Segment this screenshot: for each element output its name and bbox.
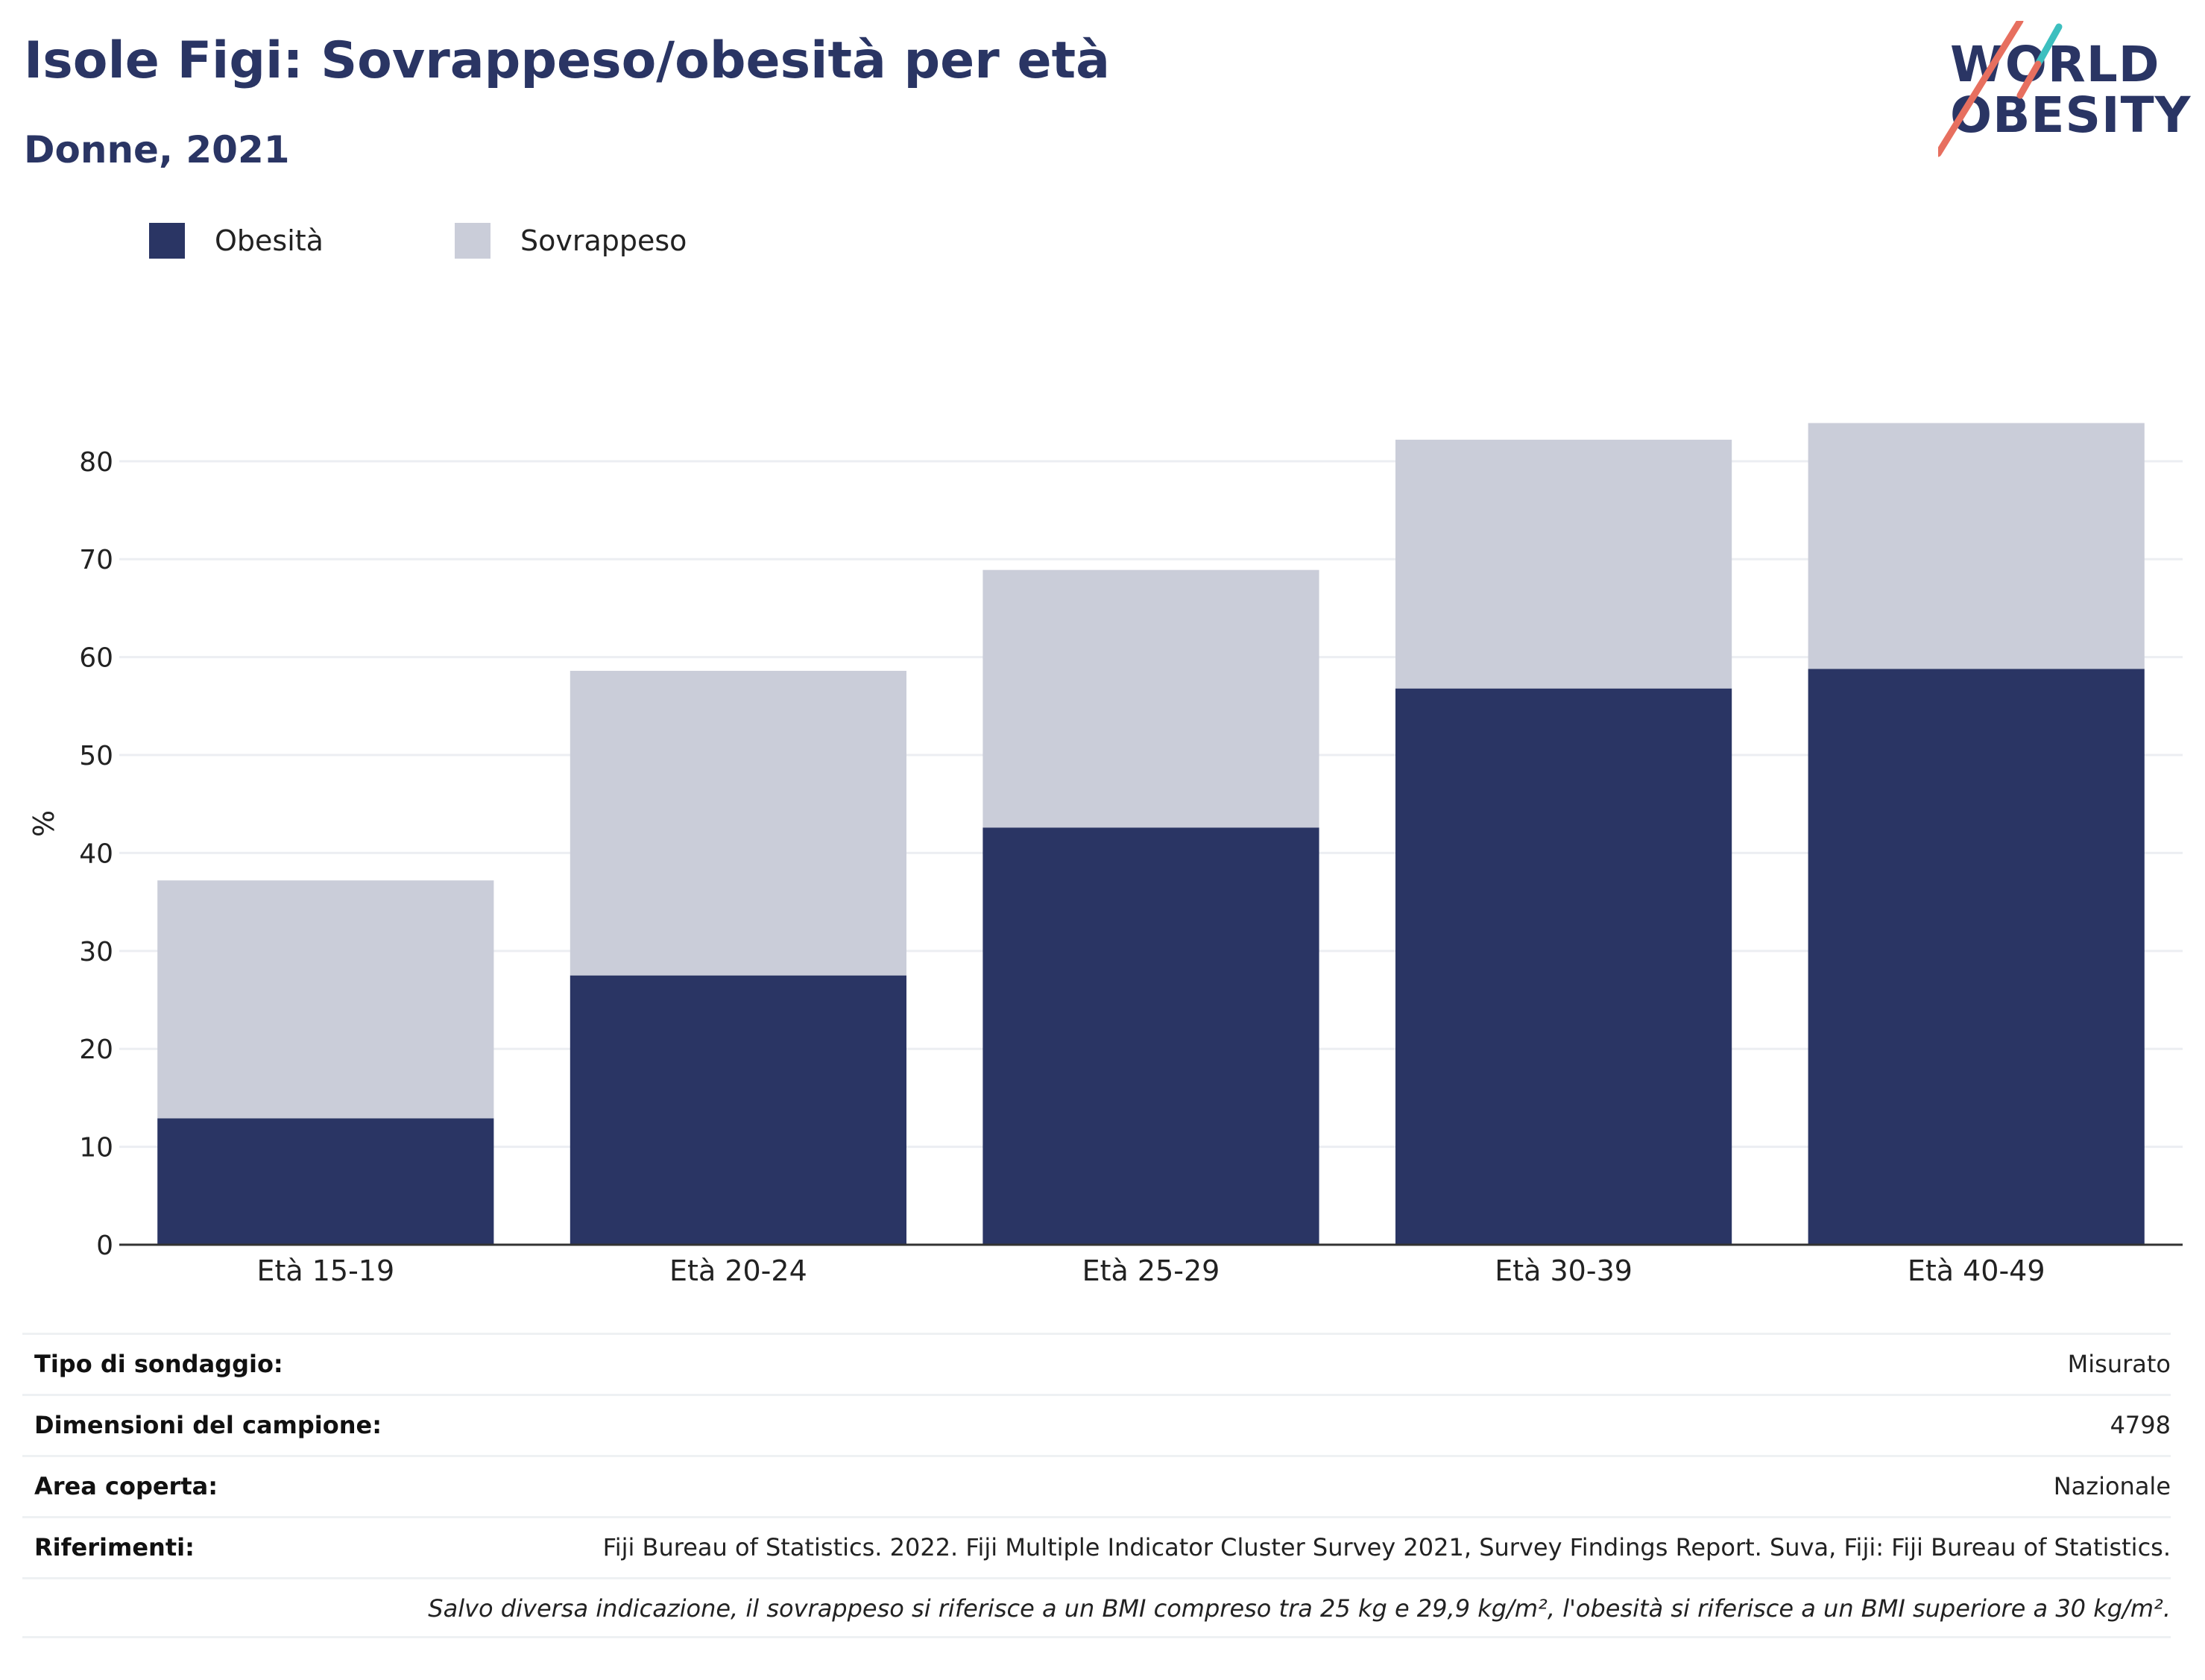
meta-row-sample-size: Dimensioni del campione: 4798 [22,1394,2171,1455]
legend-item-overweight: Sovrappeso [455,222,687,259]
bar-obesity [1808,669,2145,1245]
logo-slash-icon [1938,21,2063,157]
meta-row-area: Area coperta: Nazionale [22,1455,2171,1516]
meta-row-survey-type: Tipo di sondaggio: Misurato [22,1333,2171,1394]
meta-label: Riferimenti: [34,1533,195,1561]
x-tick-label: Età 15-19 [256,1254,394,1287]
y-tick-label: 60 [79,643,113,674]
meta-label: Tipo di sondaggio: [34,1350,283,1378]
bar-obesity [982,827,1319,1245]
legend-swatch-overweight [455,223,490,259]
bar-overweight [157,880,494,1119]
x-tick-label: Età 20-24 [669,1254,807,1287]
legend-swatch-obesity [149,223,185,259]
logo-word-obesity: OBESITY [1950,86,2192,144]
y-tick-label: 80 [79,447,113,478]
y-tick-label: 30 [79,937,113,967]
metadata-table: Tipo di sondaggio: Misurato Dimensioni d… [22,1333,2171,1638]
meta-value: Fiji Bureau of Statistics. 2022. Fiji Mu… [602,1533,2171,1561]
meta-label: Dimensioni del campione: [34,1411,382,1439]
chart-subtitle: Donne, 2021 [24,128,290,171]
bar-obesity [1395,688,1732,1245]
meta-value: 4798 [2110,1411,2171,1439]
meta-value: Nazionale [2053,1472,2171,1500]
meta-value: Misurato [2067,1350,2171,1378]
legend-label-overweight: Sovrappeso [520,224,687,257]
definition-note: Salvo diversa indicazione, il sovrappeso… [428,1594,2171,1623]
legend-item-obesity: Obesità [149,222,324,259]
x-tick-label: Età 25-29 [1082,1254,1220,1287]
chart-title: Isole Figi: Sovrappeso/obesità per età [24,31,1111,90]
bar-chart: 0 10 20 30 40 50 60 70 80% Età 15-19 Età 20-24 Età … [28,423,2183,1287]
meta-label: Area coperta: [34,1472,218,1500]
y-tick-label: 50 [79,741,113,771]
y-tick-label: 20 [79,1035,113,1065]
bar-overweight [982,569,1319,828]
world-obesity-logo: WORLD OBESITY [1938,21,2192,162]
x-tick-label: Età 40-49 [1908,1254,2045,1287]
bar-overweight [1808,423,2145,669]
bar-overweight [570,671,906,976]
meta-row-note: Salvo diversa indicazione, il sovrappeso… [22,1577,2171,1638]
bar-overweight [1395,439,1732,689]
y-axis-label: % [28,810,60,837]
y-tick-label: 0 [96,1231,113,1261]
y-tick-label: 10 [79,1133,113,1163]
legend-label-obesity: Obesità [215,224,324,257]
y-tick-label: 70 [79,545,113,575]
bar-obesity [157,1118,494,1245]
meta-row-references: Riferimenti: Fiji Bureau of Statistics. … [22,1516,2171,1577]
x-tick-label: Età 30-39 [1495,1254,1633,1287]
bar-obesity [570,975,906,1245]
y-tick-label: 40 [79,839,113,869]
